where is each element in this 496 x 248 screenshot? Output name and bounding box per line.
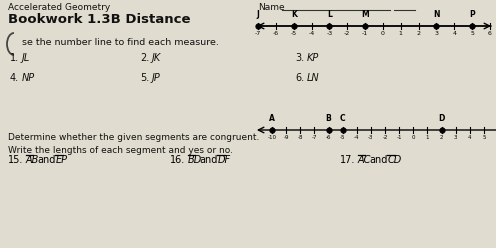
Text: -10: -10 [268,135,277,140]
Text: CD: CD [387,155,402,165]
Text: Bookwork 1.3B Distance: Bookwork 1.3B Distance [8,13,190,26]
Text: -6: -6 [273,31,279,36]
Text: -2: -2 [344,31,350,36]
Text: 1.: 1. [10,53,19,63]
Text: -7: -7 [255,31,261,36]
Text: DF: DF [217,155,231,165]
Text: 6.: 6. [295,73,304,83]
Text: 1: 1 [399,31,403,36]
Text: -4: -4 [309,31,314,36]
Text: Accelerated Geometry: Accelerated Geometry [8,3,110,12]
Text: K: K [291,10,297,19]
Text: JP: JP [152,73,161,83]
Text: -5: -5 [291,31,297,36]
Text: 3: 3 [434,31,438,36]
Text: 2: 2 [417,31,421,36]
Text: 0: 0 [412,135,415,140]
Text: Determine whether the given segments are congruent.: Determine whether the given segments are… [8,133,259,142]
Text: JK: JK [152,53,161,63]
Text: -3: -3 [368,135,373,140]
Text: -7: -7 [311,135,317,140]
Text: and: and [37,155,56,165]
Text: and: and [199,155,218,165]
Text: AC: AC [358,155,372,165]
Text: EP: EP [55,155,67,165]
Text: 3: 3 [454,135,457,140]
Text: NP: NP [22,73,35,83]
Text: 0: 0 [381,31,385,36]
Text: D: D [438,114,445,123]
Text: 17.: 17. [340,155,355,165]
Text: -9: -9 [284,135,289,140]
Text: N: N [433,10,440,19]
Text: -1: -1 [396,135,402,140]
Text: -3: -3 [326,31,332,36]
Text: 5: 5 [482,135,486,140]
Text: -8: -8 [298,135,303,140]
Text: B: B [326,114,331,123]
Text: L: L [327,10,332,19]
Text: se the number line to find each measure.: se the number line to find each measure. [22,38,219,47]
Text: LN: LN [307,73,319,83]
Text: 2: 2 [440,135,443,140]
Text: -1: -1 [362,31,368,36]
Text: 3.: 3. [295,53,304,63]
Text: Write the lengths of each segment and yes or no.: Write the lengths of each segment and ye… [8,146,233,155]
Text: 15.: 15. [8,155,23,165]
Text: 2.: 2. [140,53,149,63]
Text: 4: 4 [452,31,456,36]
Text: KP: KP [307,53,319,63]
Text: BD: BD [188,155,202,165]
Text: JL: JL [22,53,30,63]
Text: -5: -5 [340,135,345,140]
Text: 5: 5 [470,31,474,36]
Text: -4: -4 [354,135,360,140]
Text: -2: -2 [382,135,388,140]
Text: M: M [361,10,369,19]
Text: AB: AB [26,155,39,165]
Text: J: J [256,10,259,19]
Text: 4.: 4. [10,73,19,83]
Text: C: C [340,114,346,123]
Text: P: P [469,10,475,19]
Text: -6: -6 [326,135,331,140]
Text: 6: 6 [488,31,492,36]
Text: A: A [269,114,275,123]
Text: and: and [370,155,388,165]
Text: 16.: 16. [170,155,185,165]
Text: 5.: 5. [140,73,149,83]
Text: Name: Name [258,3,285,12]
Text: 1: 1 [426,135,429,140]
Text: 4: 4 [468,135,472,140]
